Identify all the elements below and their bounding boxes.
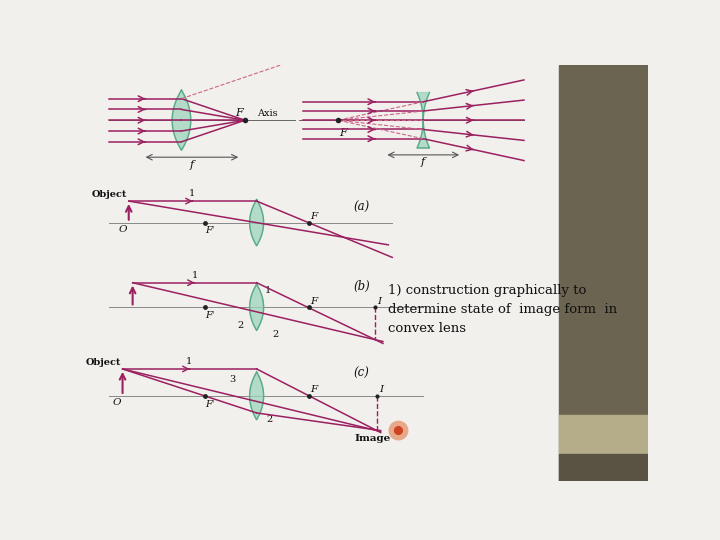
Text: I: I [379, 386, 383, 394]
Text: 3: 3 [230, 375, 235, 384]
Circle shape [389, 421, 408, 440]
Text: F: F [310, 297, 318, 306]
Text: (a): (a) [354, 201, 370, 214]
Text: F: F [310, 212, 318, 221]
Text: Object: Object [92, 190, 127, 199]
Text: I: I [377, 297, 382, 306]
Polygon shape [417, 92, 429, 148]
Text: F: F [235, 108, 243, 118]
Polygon shape [250, 284, 264, 330]
Text: 2: 2 [272, 330, 279, 340]
Polygon shape [250, 200, 264, 246]
Text: 1: 1 [189, 189, 195, 198]
Text: 1: 1 [192, 271, 198, 280]
Text: Image: Image [355, 434, 391, 443]
Text: Axis: Axis [256, 109, 277, 118]
Text: F': F' [205, 226, 215, 235]
Text: 2: 2 [266, 415, 272, 424]
Circle shape [395, 427, 402, 434]
Text: (b): (b) [354, 280, 370, 293]
Text: F': F' [205, 400, 215, 409]
Text: 1) construction graphically to
determine state of  image form  in
convex lens: 1) construction graphically to determine… [388, 284, 618, 335]
Bar [559, 65, 648, 481]
Bar [559, 415, 648, 454]
Polygon shape [172, 90, 191, 150]
Text: 1: 1 [186, 357, 192, 366]
Text: O: O [112, 398, 121, 407]
Text: f: f [421, 157, 426, 167]
Text: F: F [310, 386, 318, 394]
Polygon shape [250, 372, 264, 420]
Text: F: F [340, 128, 347, 138]
Text: Object: Object [86, 357, 121, 367]
Text: 2: 2 [238, 321, 243, 330]
Bar [559, 454, 648, 481]
Text: (c): (c) [354, 367, 369, 380]
Text: F': F' [205, 311, 215, 320]
Text: f: f [189, 159, 194, 170]
Text: 1: 1 [264, 286, 271, 295]
Text: O: O [119, 225, 127, 234]
